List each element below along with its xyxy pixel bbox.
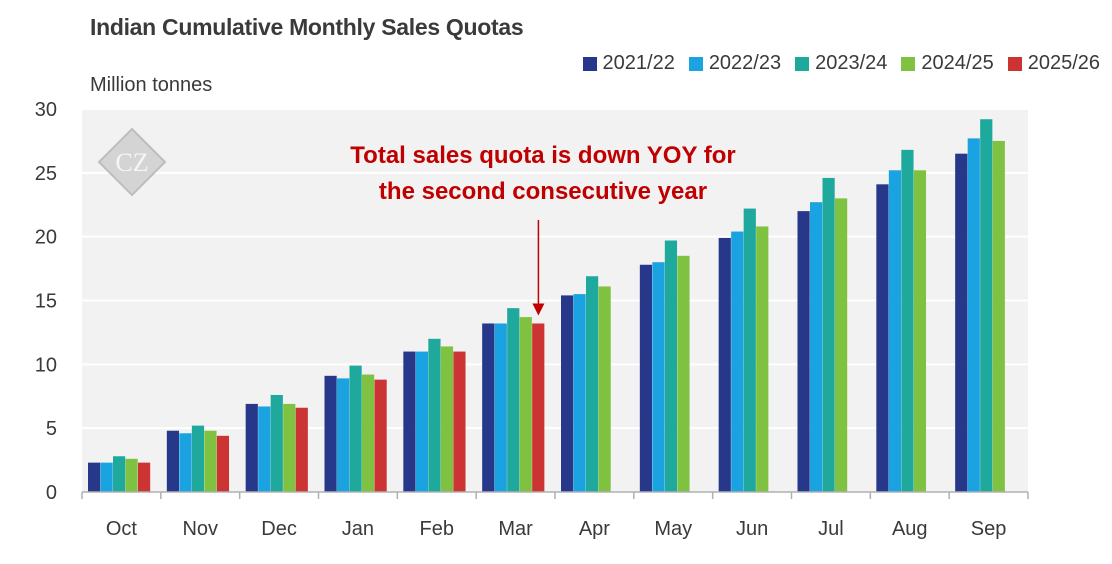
bar-2021-22-aug [876, 184, 889, 492]
bar-2022-23-aug [888, 170, 902, 492]
bar-2021-22-jul [797, 211, 810, 492]
bar-2024-25-may [677, 255, 690, 492]
annotation-text-line: the second consecutive year [379, 178, 707, 205]
x-tick-label: Mar [498, 518, 533, 540]
bar-2022-23-dec [258, 406, 271, 492]
bar-2023-24-dec [270, 394, 283, 492]
watermark-logo [97, 127, 167, 197]
y-tick-label: 0 [46, 482, 57, 504]
bar-2022-23-jul [810, 202, 823, 493]
legend-swatch [1007, 56, 1022, 71]
bar-2022-23-sep [967, 138, 980, 492]
legend-label: 2022/23 [708, 52, 782, 74]
bar-2025-26-oct [138, 462, 151, 492]
x-tick-label: May [654, 518, 692, 540]
bar-2021-22-nov [166, 430, 180, 492]
legend-swatch [795, 56, 810, 71]
legend-label: 2021/22 [602, 52, 675, 74]
legend-item-2025-26: 2025/26 [1007, 52, 1100, 75]
bar-2021-22-may [639, 264, 653, 492]
bar-2024-25-nov [204, 430, 217, 492]
bar-2025-26-dec [295, 407, 308, 492]
bar-2022-23-feb [415, 351, 429, 492]
bar-2021-22-sep [955, 153, 968, 492]
bar-2023-24-may [664, 240, 678, 492]
bar-2023-24-apr [586, 276, 599, 492]
bar-2023-24-sep [980, 119, 993, 493]
watermark-logo-text: CZ [115, 148, 148, 177]
y-tick-label: 15 [35, 291, 57, 313]
bar-2021-22-jun [718, 237, 731, 492]
legend-item-2024-25: 2024/25 [901, 52, 994, 75]
bar-2025-26-nov [216, 435, 230, 492]
bar-2021-22-apr [561, 295, 574, 492]
y-tick-label: 10 [35, 354, 57, 376]
legend-label: 2023/24 [815, 52, 888, 74]
bar-2021-22-jan [324, 375, 337, 492]
bar-2021-22-feb [403, 351, 416, 492]
x-tick-label: Feb [420, 518, 454, 540]
bar-2024-25-jan [362, 374, 375, 492]
annotation-arrow-head [532, 303, 545, 316]
bar-2021-22-mar [482, 323, 495, 492]
y-axis-unit-label: Million tonnes [90, 74, 213, 96]
bar-2025-26-jan [374, 379, 387, 492]
bar-2022-23-mar [494, 323, 507, 492]
y-tick-label: 5 [46, 418, 57, 440]
bar-2024-25-aug [913, 170, 927, 492]
bar-2022-23-apr [573, 294, 586, 492]
legend-item-2023-24: 2023/24 [795, 52, 887, 75]
bar-2023-24-nov [191, 425, 205, 492]
x-tick-label: Apr [579, 518, 610, 540]
legend-swatch [688, 56, 703, 71]
bar-2023-24-jan [349, 365, 362, 492]
legend-swatch [901, 56, 916, 71]
bar-2023-24-jul [822, 177, 835, 492]
chart-title: Indian Cumulative Monthly Sales Quotas [90, 14, 524, 40]
bar-2023-24-mar [507, 308, 520, 492]
bar-2024-25-dec [283, 403, 296, 492]
legend-item-2021-22: 2021/22 [582, 52, 675, 75]
legend-label: 2025/26 [1027, 52, 1100, 74]
legend-item-2022-23: 2022/23 [688, 52, 782, 75]
bar-2024-25-oct [125, 458, 138, 492]
bar-2022-23-oct [100, 462, 113, 492]
legend: 2021/22 2022/23 2023/24 2024/25 2025/26 [582, 52, 1100, 75]
bar-2024-25-jun [756, 226, 769, 492]
x-tick-label: Jun [736, 518, 768, 540]
y-tick-label: 30 [35, 99, 57, 121]
bar-2024-25-feb [440, 346, 454, 492]
bar-2023-24-aug [901, 149, 914, 492]
bar-2024-25-jul [835, 198, 848, 492]
x-tick-label: Dec [261, 518, 297, 540]
bar-2022-23-jan [337, 378, 350, 492]
bar-2021-22-oct [88, 462, 101, 492]
bar-2024-25-sep [992, 140, 1005, 492]
legend-label: 2024/25 [921, 52, 994, 74]
x-tick-label: Aug [892, 518, 928, 540]
bar-2025-26-feb [453, 351, 466, 492]
x-tick-label: Jul [818, 518, 844, 540]
bar-2024-25-apr [598, 286, 611, 492]
annotation-text-line: Total sales quota is down YOY for [350, 142, 735, 169]
x-tick-label: Oct [106, 518, 138, 540]
bar-2021-22-dec [245, 403, 258, 492]
x-tick-label: Nov [182, 518, 218, 540]
bar-2024-25-mar [519, 317, 532, 492]
legend-swatch [582, 56, 597, 71]
y-tick-label: 20 [35, 227, 57, 249]
x-tick-label: Sep [971, 518, 1007, 540]
bar-2023-24-oct [113, 456, 126, 492]
x-tick-label: Jan [342, 518, 374, 540]
bar-2022-23-may [652, 262, 665, 492]
bar-2025-26-mar [532, 323, 545, 492]
bar-2022-23-jun [731, 231, 744, 492]
bar-2022-23-nov [179, 433, 192, 492]
bar-2023-24-feb [428, 338, 441, 492]
bar-2023-24-jun [743, 208, 756, 492]
y-tick-label: 25 [35, 163, 57, 185]
